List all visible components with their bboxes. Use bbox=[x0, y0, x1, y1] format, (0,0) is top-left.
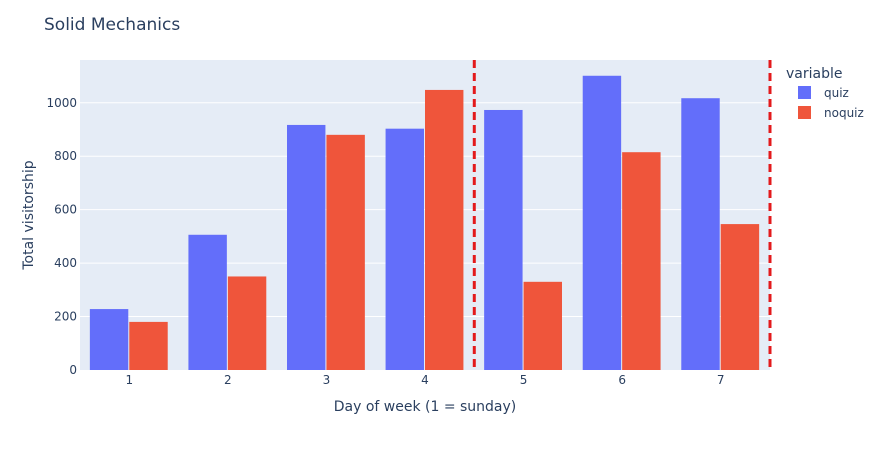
bar-noquiz-day-3 bbox=[326, 134, 365, 370]
y-tick-label: 0 bbox=[69, 363, 77, 377]
bar-noquiz-day-7 bbox=[720, 224, 760, 370]
legend-swatch-quiz bbox=[798, 86, 811, 99]
bar-noquiz-day-5 bbox=[523, 281, 562, 370]
y-tick-label: 600 bbox=[54, 203, 77, 217]
bar-quiz-day-5 bbox=[484, 109, 523, 371]
y-tick-label: 200 bbox=[54, 310, 77, 324]
y-tick-label: 1000 bbox=[46, 96, 77, 110]
bar-noquiz-day-2 bbox=[227, 276, 267, 370]
x-tick-label: 5 bbox=[520, 373, 528, 387]
bar-quiz-day-4 bbox=[385, 128, 424, 370]
x-tick-label: 6 bbox=[618, 373, 626, 387]
y-axis-label: Total visitorship bbox=[21, 160, 37, 270]
bar-quiz-day-6 bbox=[582, 75, 622, 370]
bar-noquiz-day-6 bbox=[622, 152, 661, 370]
x-tick-label: 7 bbox=[717, 373, 725, 387]
legend-label-quiz: quiz bbox=[824, 86, 849, 100]
y-tick-label: 800 bbox=[54, 149, 77, 163]
legend: variable quiz noquiz bbox=[786, 66, 864, 120]
y-axis-ticks: 0 200 400 600 800 1000 bbox=[46, 96, 77, 377]
bar-quiz-day-1 bbox=[89, 309, 129, 370]
x-tick-label: 1 bbox=[125, 373, 133, 387]
bar-quiz-day-3 bbox=[287, 124, 326, 370]
bars bbox=[89, 75, 760, 371]
x-tick-label: 2 bbox=[224, 373, 232, 387]
legend-swatch-noquiz bbox=[798, 106, 811, 119]
chart-title: Solid Mechanics bbox=[44, 15, 180, 35]
y-tick-label: 400 bbox=[54, 256, 77, 270]
legend-title: variable bbox=[786, 66, 842, 82]
bar-noquiz-day-1 bbox=[129, 321, 168, 370]
x-tick-label: 3 bbox=[323, 373, 331, 387]
x-axis-label: Day of week (1 = sunday) bbox=[334, 399, 517, 415]
bar-quiz-day-7 bbox=[681, 98, 720, 370]
legend-label-noquiz: noquiz bbox=[824, 106, 864, 120]
x-tick-label: 4 bbox=[421, 373, 429, 387]
x-axis-ticks: 1 2 3 4 5 6 7 bbox=[125, 373, 724, 387]
bar-noquiz-day-4 bbox=[425, 89, 464, 371]
bar-quiz-day-2 bbox=[188, 234, 227, 370]
